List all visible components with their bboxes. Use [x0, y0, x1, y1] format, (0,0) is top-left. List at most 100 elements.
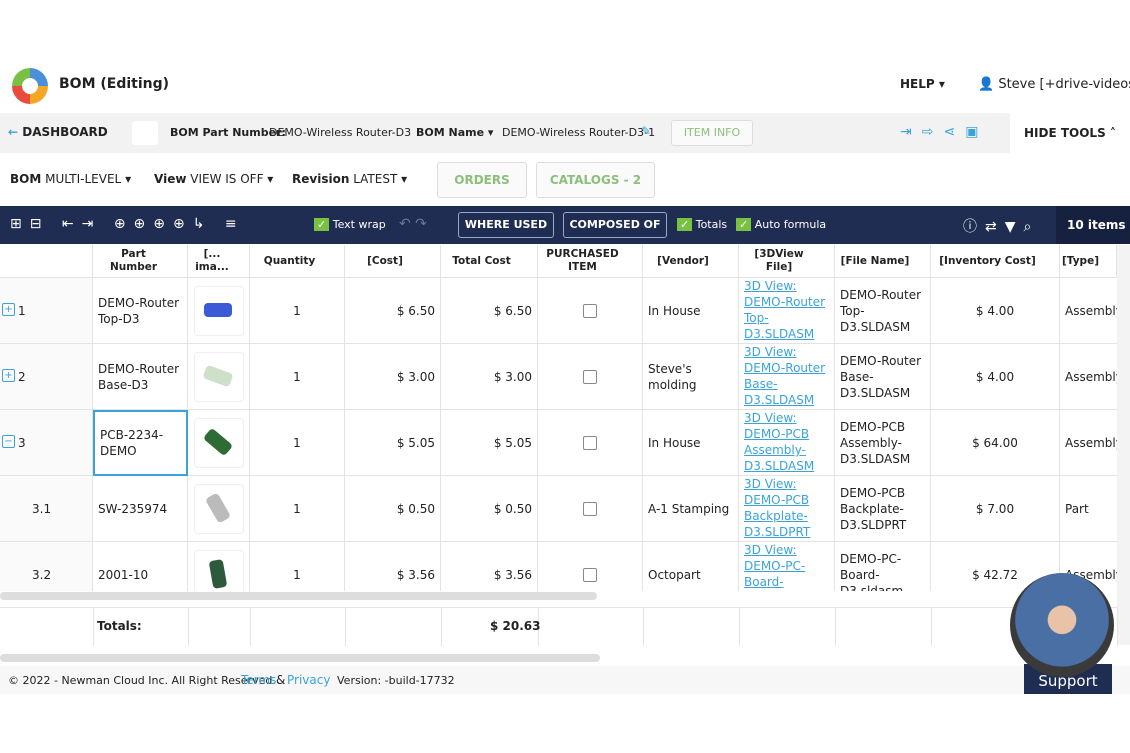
part-number[interactable]: DEMO-Router Base-D3	[93, 344, 188, 410]
inventory-cost[interactable]: $ 42.72	[931, 542, 1060, 591]
part-number[interactable]: PCB-2234-DEMO	[93, 410, 188, 476]
purchased-checkbox[interactable]	[583, 567, 597, 582]
column-header[interactable]: [Cost]	[345, 245, 441, 278]
vendor[interactable]: In House	[643, 410, 739, 476]
text-wrap-toggle[interactable]: ✓ Text wrap	[314, 218, 386, 231]
column-header[interactable]: PURCHASED ITEM	[538, 245, 643, 278]
view-link[interactable]: 3D View: DEMO-PC-Board-	[739, 542, 835, 591]
privacy-link[interactable]: Privacy	[287, 673, 331, 687]
cost[interactable]: $ 3.00	[345, 344, 441, 410]
column-header[interactable]: Quantity	[250, 245, 345, 278]
edit-icon[interactable]: ✎	[641, 124, 652, 138]
where-used-button[interactable]: WHERE USED	[458, 212, 554, 238]
total-cost[interactable]: $ 3.56	[441, 542, 538, 591]
column-header[interactable]: [Vendor]	[643, 245, 739, 278]
text-wrap-label: Text wrap	[332, 218, 386, 231]
item-info-button[interactable]: ITEM INFO	[671, 120, 753, 146]
inventory-cost[interactable]: $ 64.00	[931, 410, 1060, 476]
auto-formula-toggle[interactable]: ✓ Auto formula	[736, 218, 826, 231]
type[interactable]: Assembly	[1060, 344, 1117, 410]
column-header[interactable]: [File Name]	[835, 245, 931, 278]
expand-toggle[interactable]: +	[2, 369, 15, 382]
row-id: 2	[18, 369, 26, 384]
quantity[interactable]: 1	[250, 476, 345, 542]
row-id: 3.1	[32, 501, 52, 516]
vendor[interactable]: Octopart	[643, 542, 739, 591]
inventory-cost[interactable]: $ 4.00	[931, 344, 1060, 410]
total-cost[interactable]: $ 5.05	[441, 410, 538, 476]
user-menu[interactable]: 👤 Steve [+drive-videos]	[978, 77, 1130, 92]
file-name[interactable]: DEMO-PCB Assembly-D3.SLDASM	[835, 410, 931, 476]
column-header[interactable]: [Inventory Cost]	[931, 245, 1060, 278]
tool-icons[interactable]: ⊞⊟ ⇤⇥ ⊕⊕⊕⊕↳ ≡	[10, 216, 245, 232]
v-scroll[interactable]	[1117, 245, 1130, 645]
image-cell	[188, 476, 250, 542]
total-cost[interactable]: $ 3.00	[441, 344, 538, 410]
h-scroll-2[interactable]	[0, 654, 600, 662]
file-name[interactable]: DEMO-PC-Board-D3.sldasm	[835, 542, 931, 591]
orders-button[interactable]: ORDERS	[437, 162, 527, 198]
type[interactable]: Assembly	[1060, 410, 1117, 476]
column-header[interactable]: [3DView File]	[739, 245, 835, 278]
help-label: HELP	[900, 77, 935, 91]
vendor[interactable]: In House	[643, 278, 739, 344]
bom-name-menu[interactable]: BOM Name ▾	[416, 126, 494, 139]
row-id: 3	[18, 435, 26, 450]
inventory-cost[interactable]: $ 4.00	[931, 278, 1060, 344]
file-name[interactable]: DEMO-Router Top-D3.SLDASM	[835, 278, 931, 344]
vendor[interactable]: A-1 Stamping	[643, 476, 739, 542]
vendor[interactable]: Steve's molding	[643, 344, 739, 410]
purchased-checkbox[interactable]	[583, 501, 597, 516]
right-tools[interactable]: ⓘ⇄▼⌕	[963, 219, 1040, 235]
auto-formula-label: Auto formula	[754, 218, 827, 231]
terms-link[interactable]: Terms	[241, 673, 277, 687]
view-link[interactable]: 3D View: DEMO-Router Base-D3.SLDASM	[739, 344, 835, 410]
revision-menu[interactable]: Revision LATEST ▾	[292, 172, 408, 186]
view-link[interactable]: 3D View: DEMO-PCB Assembly-D3.SLDASM	[739, 410, 835, 476]
undo-redo[interactable]: ↶ ↷	[399, 216, 427, 232]
view-menu[interactable]: View VIEW IS OFF ▾	[154, 172, 274, 186]
bom-menu[interactable]: BOM MULTI-LEVEL ▾	[10, 172, 132, 186]
column-header[interactable]: [... ima...	[188, 245, 250, 278]
view-link[interactable]: 3D View: DEMO-Router Top-D3.SLDASM	[739, 278, 835, 344]
purchased-checkbox[interactable]	[583, 303, 597, 318]
quantity[interactable]: 1	[250, 410, 345, 476]
help-menu[interactable]: HELP ▾	[900, 77, 945, 91]
action-icons[interactable]: ⇥⇨⋖▣	[900, 124, 989, 140]
part-number[interactable]: DEMO-Router Top-D3	[93, 278, 188, 344]
purchased-checkbox[interactable]	[583, 435, 597, 450]
version: Version: -build-17732	[337, 674, 455, 687]
type[interactable]: Assembly	[1060, 278, 1117, 344]
purchased-checkbox[interactable]	[583, 369, 597, 384]
sub-bar: ← DASHBOARD BOM Part Number: DEMO-Wirele…	[0, 113, 1130, 153]
cost[interactable]: $ 0.50	[345, 476, 441, 542]
totals-toggle[interactable]: ✓ Totals	[677, 218, 727, 231]
expand-toggle[interactable]: −	[2, 435, 15, 448]
cost[interactable]: $ 5.05	[345, 410, 441, 476]
cost[interactable]: $ 3.56	[345, 542, 441, 591]
file-name[interactable]: DEMO-PCB Backplate-D3.SLDPRT	[835, 476, 931, 542]
part-number[interactable]: SW-235974	[93, 476, 188, 542]
quantity[interactable]: 1	[250, 542, 345, 591]
column-header[interactable]: Part Number	[93, 245, 188, 278]
column-header[interactable]: Total Cost	[441, 245, 538, 278]
dashboard-link[interactable]: ← DASHBOARD	[8, 125, 108, 139]
column-header[interactable]: [Type]	[1060, 245, 1117, 278]
quantity[interactable]: 1	[250, 344, 345, 410]
quantity[interactable]: 1	[250, 278, 345, 344]
purchased-cell	[538, 410, 643, 476]
view-link[interactable]: 3D View: DEMO-PCB Backplate-D3.SLDPRT	[739, 476, 835, 542]
h-scroll[interactable]	[0, 592, 597, 600]
cost[interactable]: $ 6.50	[345, 278, 441, 344]
total-cost[interactable]: $ 0.50	[441, 476, 538, 542]
composed-of-button[interactable]: COMPOSED OF	[563, 212, 667, 238]
hide-tools-button[interactable]: HIDE TOOLS ˄	[1024, 126, 1116, 140]
total-cost[interactable]: $ 6.50	[441, 278, 538, 344]
file-name[interactable]: DEMO-Router Base-D3.SLDASM	[835, 344, 931, 410]
part-number[interactable]: 2001-10	[93, 542, 188, 591]
inventory-cost[interactable]: $ 7.00	[931, 476, 1060, 542]
type[interactable]: Part	[1060, 476, 1117, 542]
expand-toggle[interactable]: +	[2, 303, 15, 316]
catalogs-button[interactable]: CATALOGS - 2	[536, 162, 655, 198]
